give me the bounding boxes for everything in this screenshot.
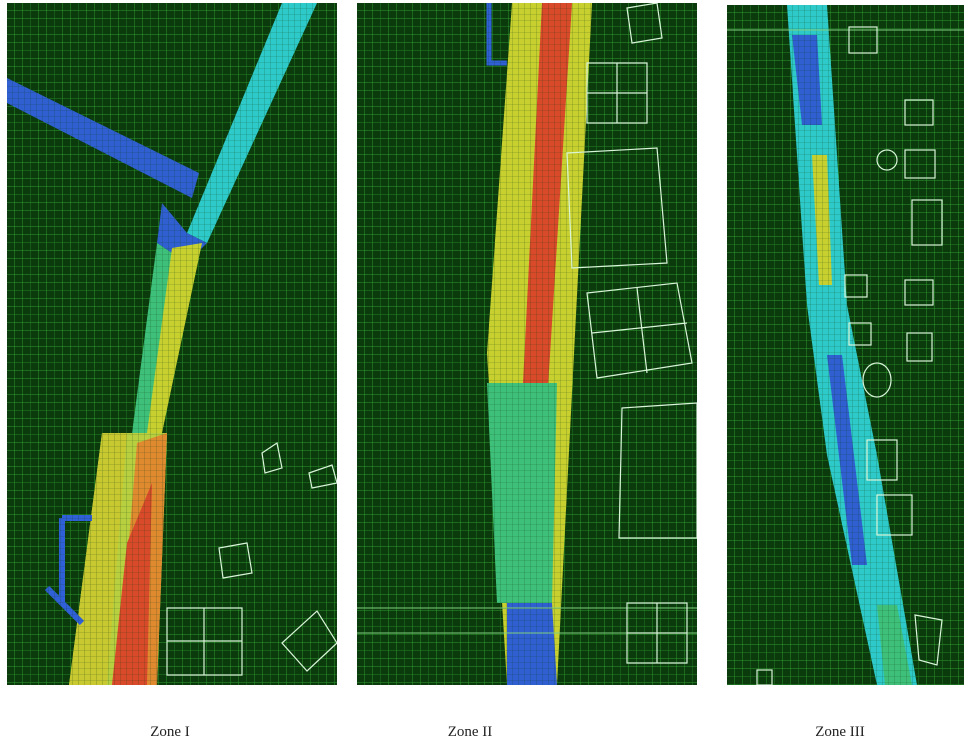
- zone-3-mesh: [727, 5, 964, 685]
- panel-label: Zone II: [447, 724, 493, 740]
- buildings: [756, 26, 943, 685]
- zone-2-mesh: [357, 3, 697, 685]
- panel-label: Zone III: [815, 724, 865, 740]
- panel-label: Zone I: [150, 724, 190, 740]
- zone-1-mesh: [7, 3, 337, 685]
